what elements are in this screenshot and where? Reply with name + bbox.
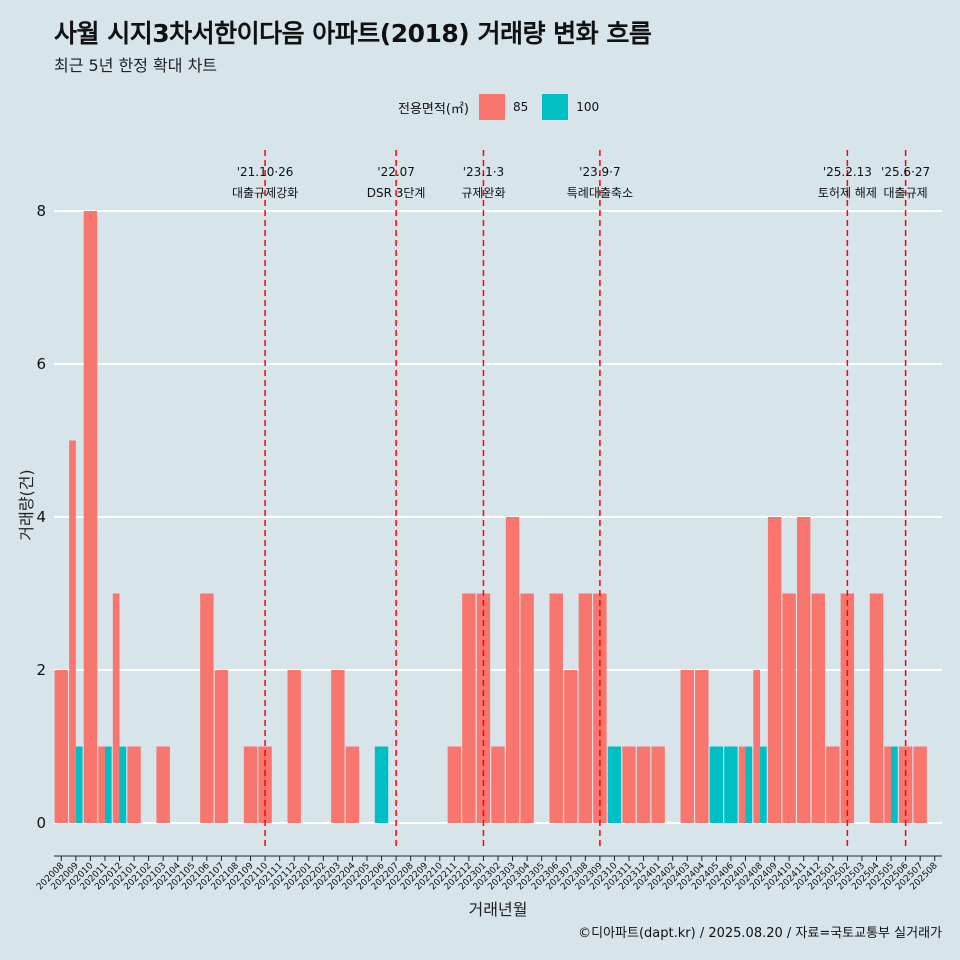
bar-100-202310 xyxy=(607,746,622,823)
event-label: 대출규제강화 xyxy=(232,186,298,200)
event-label: DSR 3단계 xyxy=(367,186,426,200)
bar-85-202403 xyxy=(680,670,694,823)
bar-85-202204 xyxy=(345,746,360,823)
bar-85-202103 xyxy=(156,746,170,823)
bar-85-202501 xyxy=(826,746,840,823)
bar-85-202410 xyxy=(782,593,796,823)
bar-85-202012 xyxy=(112,593,120,823)
bar-85-202107 xyxy=(214,670,229,823)
bar-100-202011 xyxy=(104,746,112,823)
bar-85-202303 xyxy=(505,517,520,823)
bar-85-202109 xyxy=(243,746,258,823)
bar-85-202409 xyxy=(767,517,782,823)
bar-100-202505 xyxy=(891,746,898,823)
event-label: 대출규제 xyxy=(884,186,928,200)
bar-85-202411 xyxy=(797,517,811,823)
event-date: '21.10·26 xyxy=(237,165,294,179)
bar-100-202009 xyxy=(75,746,83,823)
source-caption: ©디아파트(dapt.kr) / 2025.08.20 / 자료=국토교통부 실… xyxy=(578,926,942,941)
bar-85-202101 xyxy=(127,746,141,823)
bar-85-202505 xyxy=(884,746,892,823)
bar-85-202401 xyxy=(651,746,665,823)
bar-85-202106 xyxy=(200,593,214,823)
legend: 전용면적(㎡) 85 100 xyxy=(398,94,613,120)
legend-label-100: 100 xyxy=(576,100,600,114)
bar-100-202012 xyxy=(119,746,127,823)
bar-85-202408 xyxy=(753,670,761,823)
bar-100-202406 xyxy=(724,746,738,823)
x-axis-title: 거래년월 xyxy=(469,900,528,919)
bar-100-202408 xyxy=(760,746,767,823)
bar-85-202306 xyxy=(549,593,563,823)
y-tick-label: 8 xyxy=(36,202,46,220)
y-tick-label: 4 xyxy=(36,508,46,526)
bar-85-202302 xyxy=(491,746,505,823)
bar-85-202009 xyxy=(69,440,76,823)
chart-subtitle: 최근 5년 한정 확대 차트 xyxy=(54,56,218,75)
bar-85-202307 xyxy=(564,670,578,823)
event-date: '25.6·27 xyxy=(881,165,930,179)
y-tick-label: 2 xyxy=(36,661,46,679)
event-label: 규제완화 xyxy=(461,186,505,200)
bar-85-202504 xyxy=(869,593,884,823)
bar-85-202311 xyxy=(622,746,636,823)
bar-85-202309 xyxy=(593,593,607,823)
legend-label-85: 85 xyxy=(512,100,529,114)
bar-85-202010 xyxy=(83,211,98,823)
bar-85-202008 xyxy=(54,670,68,823)
bar-85-202112 xyxy=(287,670,301,823)
bar-85-202407 xyxy=(738,746,746,823)
bar-85-202211 xyxy=(447,746,462,823)
chart-title: 사월 시지3차서한이다음 아파트(2018) 거래량 변화 흐름 xyxy=(54,19,652,48)
event-label: 특례대출축소 xyxy=(567,186,633,200)
y-tick-label: 0 xyxy=(36,814,46,832)
event-date: '22.07 xyxy=(377,165,415,179)
event-date: '25.2.13 xyxy=(823,165,872,179)
bar-100-202405 xyxy=(709,746,724,823)
event-label: 토허제 해제 xyxy=(818,186,877,200)
bar-100-202206 xyxy=(374,746,389,823)
legend-swatch-85 xyxy=(478,94,505,120)
bar-85-202308 xyxy=(578,593,593,823)
bar-100-202407 xyxy=(745,746,753,823)
legend-title: 전용면적(㎡) xyxy=(398,101,469,117)
event-date: '23.1·3 xyxy=(463,165,504,179)
bar-85-202212 xyxy=(462,593,476,823)
bar-85-202502 xyxy=(840,593,855,823)
bar-85-202404 xyxy=(695,670,709,823)
bar-85-202011 xyxy=(98,746,105,823)
bar-85-202507 xyxy=(913,746,927,823)
legend-swatch-100 xyxy=(542,94,569,120)
y-tick-label: 6 xyxy=(36,355,46,373)
bar-85-202203 xyxy=(331,670,345,823)
bar-85-202304 xyxy=(520,593,534,823)
y-axis-title: 거래량(건) xyxy=(17,469,36,540)
bar-85-202312 xyxy=(636,746,651,823)
bar-85-202301 xyxy=(476,593,491,823)
event-date: '23.9·7 xyxy=(579,165,620,179)
bar-85-202412 xyxy=(811,593,825,823)
